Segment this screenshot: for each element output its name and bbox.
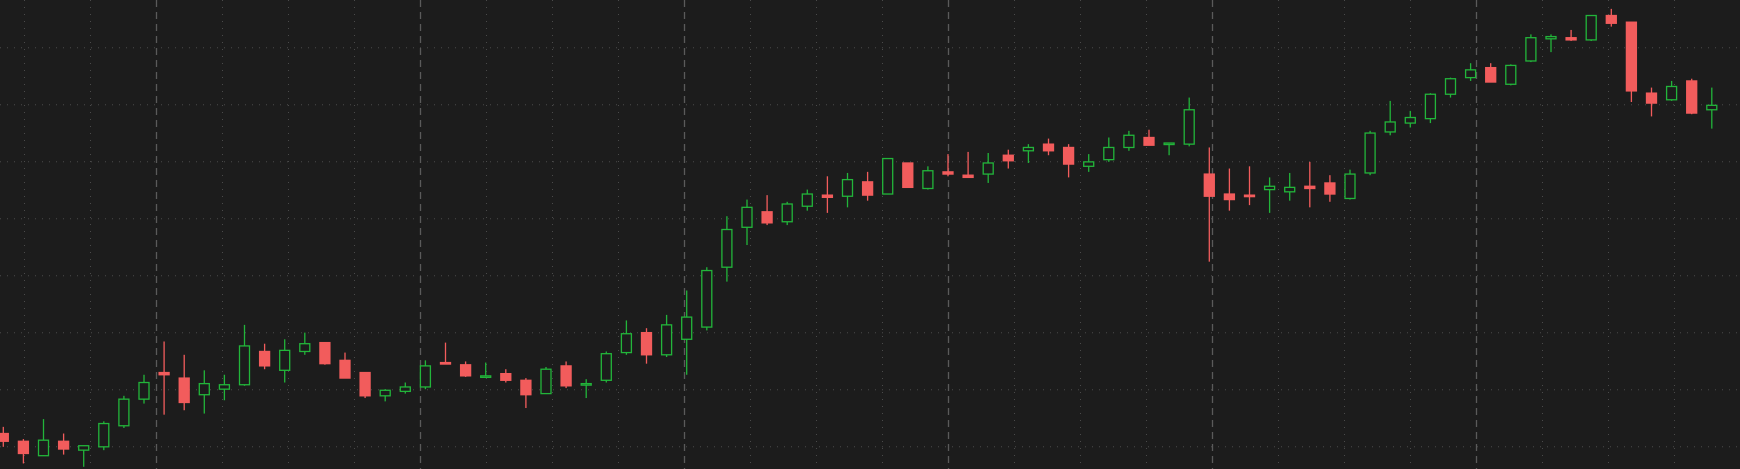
candle-body (1525, 37, 1537, 62)
candle-body (279, 349, 291, 371)
candle-body (118, 398, 130, 427)
candle-body (1384, 121, 1396, 133)
candle-body (520, 379, 532, 396)
candle-body (701, 269, 713, 328)
candle-body (1022, 146, 1035, 152)
candle-body (1505, 64, 1517, 85)
candle-body (982, 162, 994, 175)
candle-body (741, 206, 753, 228)
candle-body (1605, 14, 1617, 24)
candle-body (1042, 143, 1055, 152)
candle-body (861, 181, 874, 196)
candle-body (620, 333, 633, 354)
candle-body (1284, 186, 1296, 193)
candle-body (801, 193, 813, 207)
candle-body (962, 174, 974, 179)
candle-body (1404, 116, 1416, 124)
candle-body (17, 440, 30, 455)
candle-body (1665, 85, 1678, 101)
candle-body (57, 440, 70, 450)
candle-body (1002, 154, 1014, 162)
candle-body (1324, 182, 1336, 195)
candle-body (399, 386, 411, 393)
candle-body (319, 341, 331, 365)
candle-body (0, 432, 9, 442)
candle-body (1686, 80, 1698, 114)
candle-body (922, 170, 934, 190)
candle-body (1545, 35, 1557, 40)
candle-body (1243, 194, 1256, 198)
candle-body (640, 331, 653, 356)
candle-body (158, 371, 170, 376)
candle-body (1103, 146, 1115, 161)
candle-body (459, 364, 472, 377)
candle-body (1565, 37, 1577, 41)
candle-body (500, 372, 512, 381)
candle-body (580, 382, 592, 386)
candle-body (660, 324, 673, 356)
candle-body (480, 375, 492, 379)
candle-body (1304, 185, 1316, 190)
candle-body (761, 211, 773, 224)
candles (0, 8, 1718, 467)
candle-body (600, 353, 612, 381)
candle-body (1143, 136, 1155, 146)
candle-body (1585, 14, 1597, 41)
candle-body (1464, 69, 1477, 79)
candle-body (882, 157, 894, 195)
candle-body (238, 345, 251, 386)
candle-body (439, 361, 452, 365)
candle-body (178, 377, 190, 404)
candle-body (540, 368, 552, 395)
candle-body (1706, 104, 1718, 111)
candle-body (37, 439, 50, 457)
candle-body (1163, 142, 1175, 146)
candle-body (781, 203, 793, 223)
candle-body (1062, 146, 1075, 165)
candle-body (1364, 132, 1376, 174)
candle-body (1344, 173, 1356, 200)
candle-body (1645, 92, 1658, 104)
candle-body (560, 365, 572, 387)
candle-body (138, 381, 150, 400)
candle-body (841, 178, 854, 197)
candle-body (98, 422, 110, 448)
candle-body (1444, 78, 1457, 95)
candle-body (821, 194, 834, 199)
candle-body (1083, 161, 1095, 167)
candle-body (1625, 21, 1638, 92)
candle-body (1203, 173, 1215, 197)
candle-body (1263, 185, 1276, 191)
candle-body (942, 171, 954, 175)
candle-body (78, 445, 90, 451)
candle-body (1123, 134, 1135, 149)
candle-body (258, 350, 271, 367)
candle-body (681, 316, 693, 340)
candle-body (721, 228, 733, 268)
candle-body (1424, 93, 1437, 120)
candle-body (1183, 109, 1195, 145)
candle-body (419, 365, 432, 388)
candle-body (339, 359, 351, 379)
candle-body (902, 162, 914, 189)
candle-body (359, 371, 371, 397)
candle-body (218, 384, 231, 390)
candle-body (1223, 193, 1236, 201)
candle-body (299, 343, 311, 353)
candle-body (198, 382, 210, 396)
candle-body (1485, 66, 1497, 83)
candle-body (379, 389, 391, 397)
